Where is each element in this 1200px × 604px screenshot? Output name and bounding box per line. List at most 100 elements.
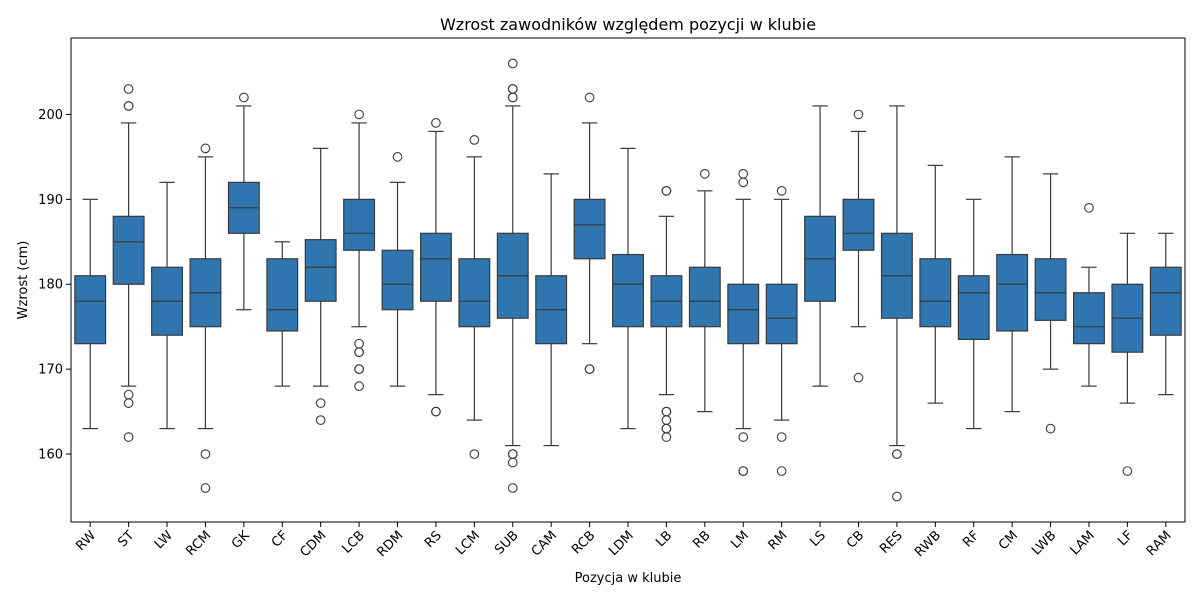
x-tick-label-ram: RAM	[1144, 528, 1175, 559]
outlier-point	[123, 398, 134, 408]
iqr-box	[612, 253, 644, 328]
iqr-box	[266, 258, 299, 332]
box-cm	[996, 156, 1029, 413]
box-rw	[74, 198, 107, 430]
box-lm	[727, 169, 760, 476]
x-tick-label-lb: LB	[653, 528, 675, 550]
outlier-point	[123, 101, 134, 111]
y-axis: 160 170 180 190 200	[38, 108, 71, 463]
outlier-point	[354, 338, 364, 349]
outlier-point	[200, 449, 211, 459]
x-tick-label-lcb: LCB	[339, 528, 367, 556]
outlier-point	[584, 364, 595, 375]
x-tick-label-lm: LM	[728, 528, 752, 552]
box-lcm	[458, 135, 491, 459]
box-cdm	[304, 147, 337, 425]
outlier-point	[853, 109, 864, 120]
x-tick-label-cb: CB	[844, 528, 867, 551]
iqr-box	[1072, 292, 1105, 345]
iqr-box	[74, 275, 107, 345]
box-cb	[842, 109, 875, 383]
x-tick-label-st: ST	[115, 528, 137, 550]
box-rs	[419, 118, 452, 417]
x-tick-label-cm: CM	[996, 528, 1021, 553]
plot-area	[74, 58, 1182, 502]
x-tick-label-cf: CF	[269, 528, 291, 550]
x-tick-label-rb: RB	[690, 528, 713, 551]
iqr-box	[996, 253, 1029, 332]
x-tick-label-ls: LS	[807, 528, 829, 550]
iqr-box	[304, 239, 337, 302]
outlier-point	[1122, 466, 1133, 476]
box-cam	[535, 173, 568, 447]
box-rdm	[381, 152, 414, 387]
y-tick-label: 170	[38, 363, 63, 378]
outlier-point	[507, 483, 518, 493]
iqr-box	[842, 198, 875, 251]
x-tick-label-rwb: RWB	[912, 528, 944, 560]
x-tick-label-sub: SUB	[492, 528, 521, 557]
box-lam	[1072, 202, 1105, 387]
x-tick-label-rs: RS	[422, 528, 445, 551]
outlier-point	[431, 118, 441, 128]
outlier-point	[431, 406, 441, 417]
outlier-point	[892, 449, 902, 459]
iqr-box	[343, 198, 376, 251]
outlier-point	[738, 169, 749, 179]
box-rwb	[919, 164, 952, 404]
outlier-point	[776, 432, 787, 442]
x-tick-label-rm: RM	[766, 528, 791, 553]
x-tick-label-rw: RW	[73, 528, 99, 554]
outlier-point	[738, 177, 749, 188]
box-st	[112, 84, 145, 442]
outlier-point	[315, 415, 326, 425]
x-axis: RW ST LW RCM GK CF CDM LCB RDM RS LCM SUB CAM RCB LDM L…	[73, 522, 1175, 560]
x-tick-label-rdm: RDM	[374, 528, 406, 560]
outlier-point	[315, 398, 326, 408]
iqr-box	[381, 249, 414, 311]
outlier-point	[853, 372, 864, 383]
iqr-box	[112, 215, 145, 285]
outlier-point	[239, 92, 249, 103]
box-rb	[688, 169, 721, 413]
outlier-point	[469, 135, 480, 145]
x-tick-label-lf: LF	[1115, 528, 1136, 549]
y-tick-label: 190	[38, 193, 63, 208]
outlier-point	[892, 491, 902, 502]
outlier-point	[507, 92, 518, 103]
outlier-point	[661, 185, 672, 196]
outlier-point	[354, 109, 364, 120]
outlier-point	[200, 483, 211, 493]
x-tick-label-res: RES	[877, 528, 906, 557]
x-tick-label-lcm: LCM	[453, 528, 483, 558]
x-tick-label-ldm: LDM	[606, 528, 637, 559]
iqr-box	[727, 283, 760, 345]
iqr-box	[1149, 266, 1182, 336]
box-lcb	[343, 109, 376, 391]
iqr-box	[419, 232, 452, 302]
box-gk	[227, 92, 260, 311]
outlier-point	[200, 143, 211, 154]
outlier-point	[584, 92, 595, 103]
x-tick-label-cdm: CDM	[297, 528, 329, 560]
x-axis-label: Pozycja w klubie	[575, 571, 682, 586]
x-tick-label-lw: LW	[152, 528, 176, 552]
outlier-point	[123, 432, 134, 442]
iqr-box	[1034, 258, 1067, 321]
box-ls	[804, 105, 837, 387]
outlier-point	[354, 381, 364, 391]
box-res	[880, 105, 913, 502]
box-ram	[1149, 232, 1182, 396]
x-tick-label-cam: CAM	[529, 528, 560, 559]
outlier-point	[738, 466, 749, 476]
outlier-point	[661, 432, 672, 442]
outlier-point	[507, 58, 518, 69]
outlier-point	[123, 84, 134, 94]
outlier-point	[354, 364, 364, 375]
x-tick-label-rcb: RCB	[569, 528, 598, 557]
box-rcm	[189, 143, 222, 493]
y-tick-label: 160	[38, 448, 63, 463]
y-tick-label: 200	[38, 108, 63, 123]
y-tick-label: 180	[38, 278, 63, 293]
